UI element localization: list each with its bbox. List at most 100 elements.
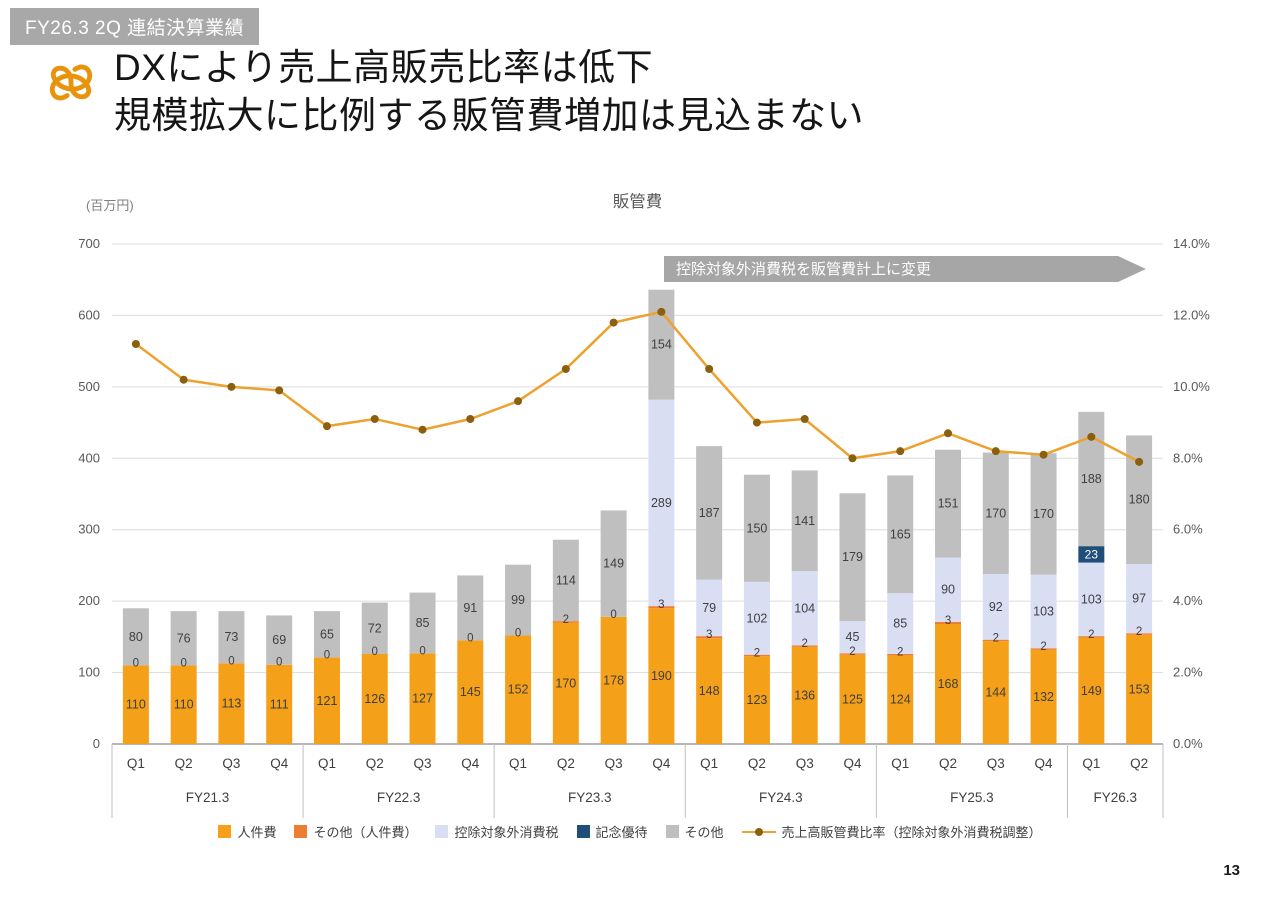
x-axis-quarter-label: Q4 xyxy=(843,756,862,771)
bar-segment-other xyxy=(600,510,627,617)
bar-label-hr: 145 xyxy=(460,685,481,699)
bar-label-other: 154 xyxy=(651,338,672,352)
ratio-line-marker xyxy=(752,418,761,427)
bar-segment-hr xyxy=(600,616,627,744)
bar-segment-hr xyxy=(552,622,579,744)
ratio-line-marker xyxy=(514,397,523,406)
bar-segment-hr xyxy=(313,657,340,744)
bar-segment-hr xyxy=(266,664,293,744)
bar-segment-other xyxy=(743,474,770,582)
legend-line-marker xyxy=(741,827,776,837)
bar-label-tax: 102 xyxy=(747,611,768,625)
ratio-line-marker xyxy=(896,447,905,456)
y-axis-tick-right: 8.0% xyxy=(1173,450,1203,465)
bar-segment-hr xyxy=(170,665,197,744)
bar-segment-tax xyxy=(696,579,723,637)
annotation-arrow xyxy=(664,256,1146,282)
ratio-line-marker xyxy=(800,415,809,423)
bar-label-hr-other: 2 xyxy=(563,614,569,626)
logo-stroke-bottom xyxy=(49,73,92,101)
bar-segment-hr_other xyxy=(935,621,962,624)
bar-segment-hr xyxy=(743,656,770,744)
legend-label: 記念優待 xyxy=(595,825,648,840)
bar-label-other: 91 xyxy=(463,601,477,615)
bar-label-hr: 124 xyxy=(890,693,911,707)
y-axis-tick-left: 700 xyxy=(78,236,100,251)
ratio-line-marker xyxy=(944,429,953,438)
bar-segment-hr xyxy=(935,624,962,744)
bar-label-tax: 85 xyxy=(893,617,907,631)
legend-label: 売上高販管費比率（控除対象外消費税調整） xyxy=(781,825,1042,840)
bar-label-hr: 168 xyxy=(938,677,959,691)
y-axis-tick-left: 600 xyxy=(78,307,100,322)
legend-label: 人件費 xyxy=(237,825,277,840)
bar-segment-hr xyxy=(361,654,388,744)
bar-label-hr: 170 xyxy=(555,676,576,690)
x-axis-quarter-label: Q4 xyxy=(270,756,289,771)
y-axis-tick-left: 100 xyxy=(78,665,100,680)
x-axis-quarter-label: Q1 xyxy=(891,756,909,771)
bar-label-other: 73 xyxy=(224,630,238,644)
bar-label-hr: 144 xyxy=(985,686,1006,700)
bar-segment-hr_other xyxy=(743,654,770,657)
bar-label-other: 141 xyxy=(794,514,815,528)
bar-label-tax: 90 xyxy=(941,583,955,597)
bar-segment-hr xyxy=(457,640,484,744)
bar-label-hr: 190 xyxy=(651,669,672,683)
x-axis-quarter-label: Q3 xyxy=(414,756,432,771)
legend-item: 控除対象外消費税 xyxy=(435,822,559,841)
bar-label-tax: 103 xyxy=(1081,592,1102,606)
bar-label-other: 69 xyxy=(272,633,286,647)
x-axis-quarter-label: Q1 xyxy=(509,756,527,771)
bar-segment-other xyxy=(170,611,197,666)
bar-segment-hr xyxy=(122,665,149,744)
bar-segment-other xyxy=(266,615,293,665)
ratio-line-marker xyxy=(561,365,570,373)
bar-segment-tax xyxy=(648,399,675,607)
ratio-line-marker xyxy=(418,425,427,434)
bar-label-hr-other: 0 xyxy=(228,655,234,667)
bar-label-tax: 92 xyxy=(989,600,1003,614)
bar-segment-tax xyxy=(982,574,1009,640)
bar-segment-tax xyxy=(887,593,914,654)
ratio-line xyxy=(135,310,1140,463)
bar-label-gift: 23 xyxy=(1085,547,1099,561)
bar-segment-hr xyxy=(791,646,818,744)
slide-title: DXにより売上高販売比率は低下 規模拡大に比例する販管費増加は見込まない xyxy=(114,44,864,140)
ratio-line-marker xyxy=(657,307,666,316)
bar-label-hr-other: 0 xyxy=(133,657,139,669)
bar-segment-hr_other xyxy=(791,645,818,647)
bar-label-hr: 110 xyxy=(126,698,146,712)
legend-item: その他（人件費） xyxy=(294,822,417,841)
bar-segment-other xyxy=(887,475,914,594)
bar-label-tax: 104 xyxy=(794,601,815,615)
bar-label-hr-other: 3 xyxy=(945,615,951,627)
bar-label-other: 179 xyxy=(842,550,863,564)
ratio-line-marker xyxy=(131,340,140,348)
bar-segment-hr_other xyxy=(696,636,723,639)
x-axis-quarter-label: Q2 xyxy=(557,756,575,771)
y-axis-tick-right: 12.0% xyxy=(1173,307,1210,322)
bar-segment-hr_other xyxy=(839,653,866,655)
x-axis-quarter-label: Q2 xyxy=(175,756,193,771)
bar-label-hr: 132 xyxy=(1033,690,1054,704)
bar-segment-hr_other xyxy=(1126,633,1153,635)
bar-label-hr-other: 0 xyxy=(467,632,473,644)
bar-label-hr: 148 xyxy=(699,684,720,698)
ratio-line-marker xyxy=(609,318,618,327)
logo-stroke-top xyxy=(50,64,93,92)
bar-label-other: 114 xyxy=(556,573,576,587)
bar-label-other: 85 xyxy=(416,616,430,630)
company-logo-icon xyxy=(49,64,93,101)
bar-label-other: 99 xyxy=(511,593,525,607)
legend-label: その他（人件費） xyxy=(313,825,418,840)
bar-segment-other xyxy=(1030,453,1057,575)
bar-label-other: 170 xyxy=(1033,507,1054,521)
bar-label-tax: 103 xyxy=(1033,605,1054,619)
chart-legend: 人件費 その他（人件費） 控除対象外消費税 記念優待 その他 売上高販管費比率（控除対象外… xyxy=(85,822,1175,841)
y-axis-tick-left: 200 xyxy=(78,593,100,608)
y-axis-tick-left: 400 xyxy=(78,450,100,465)
bar-segment-hr xyxy=(839,654,866,744)
legend-item: 売上高販管費比率（控除対象外消費税調整） xyxy=(741,822,1042,841)
